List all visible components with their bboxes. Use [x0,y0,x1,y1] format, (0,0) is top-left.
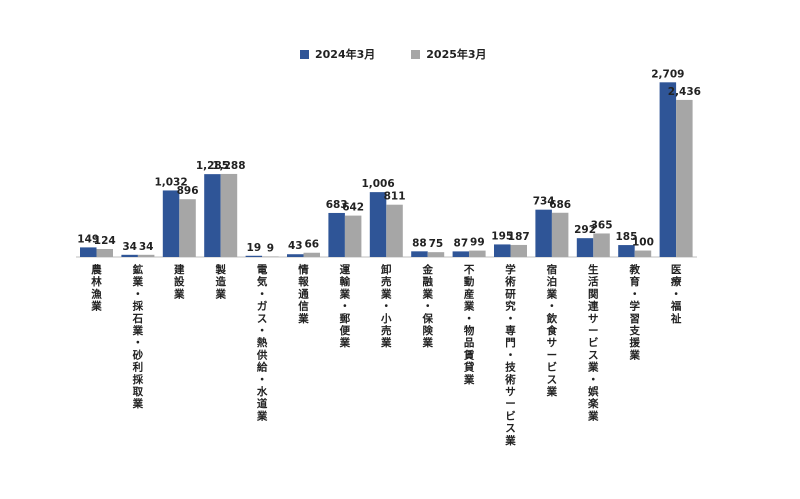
category-label-1: 鉱業・採石業・砂利採取業 [132,263,144,410]
chart-legend: 2024年3月 2025年3月 [300,46,487,62]
data-label-2025-4: 9 [267,242,274,254]
data-label-2025-13: 100 [632,237,654,249]
bar-2024-11 [535,209,552,257]
bar-2025-7 [386,204,403,257]
data-label-2025-3: 1,288 [212,160,245,172]
data-label-2024-10: 195 [491,230,513,242]
bar-2025-3 [220,173,238,257]
category-label-9: 不動産業・物品賃貸業 [463,264,475,386]
data-label-2025-10: 187 [508,231,530,243]
bar-2024-3 [204,174,221,257]
category-label-11: 宿泊業・飲食サービス業 [546,263,558,398]
data-label-2025-14: 2,436 [668,86,701,98]
bar-2024-12 [576,238,594,257]
data-label-2024-14: 2,709 [651,68,684,80]
bar-2025-0 [96,249,113,257]
category-label-3: 製造業 [214,263,226,300]
bar-2025-5 [303,252,320,257]
data-label-2024-4: 19 [247,242,262,254]
data-label-2024-11: 734 [533,196,555,208]
bar-2025-12 [593,233,610,257]
legend-item-2024: 2024年3月 [300,46,375,62]
legend-label-2024: 2024年3月 [315,48,376,61]
data-label-2024-12: 292 [574,224,596,236]
bar-2025-6 [344,215,362,257]
data-label-2024-9: 87 [454,237,469,249]
bar-2024-1 [121,254,138,257]
bar-2025-10 [510,244,527,257]
category-label-2: 建設業 [173,263,185,300]
bar-2025-1 [137,254,155,257]
legend-swatch-2025 [411,49,421,59]
category-label-10: 学術研究・専門・技術サービス業 [504,263,516,447]
data-label-2024-2: 1,032 [154,176,187,188]
category-label-4: 電気・ガス・熱供給・水道業 [256,264,268,422]
data-label-2024-5: 43 [288,240,303,252]
bar-2025-11 [551,212,569,257]
data-label-2024-8: 88 [412,237,427,249]
category-label-14: 医療・福祉 [670,264,682,325]
bar-2025-13 [634,250,652,257]
data-label-2024-1: 34 [122,241,137,253]
category-label-0: 農林漁業 [90,263,102,313]
bar-2024-4 [245,255,263,257]
data-label-2025-11: 686 [549,199,571,211]
category-label-7: 卸売業・小売業 [380,263,392,349]
bar-2025-8 [427,252,445,257]
data-label-2025-8: 75 [429,238,444,250]
category-label-8: 金融業・保険業 [421,263,433,349]
data-label-2025-6: 642 [342,202,364,214]
bar-2025-9 [469,250,486,257]
bar-2024-14 [659,82,677,257]
category-label-5: 情報通信業 [297,263,309,325]
legend-item-2025: 2025年3月 [411,46,487,62]
data-label-2024-13: 185 [615,231,637,243]
category-label-12: 生活関連サービス業・娯楽業 [587,263,599,422]
data-label-2024-7: 1,006 [361,178,394,190]
bar-2025-4 [262,256,279,257]
category-label-13: 教育・学習支援業 [628,263,640,361]
data-label-2025-1: 34 [139,241,154,253]
data-label-2025-9: 99 [470,237,485,249]
legend-swatch-2024 [300,49,309,59]
data-label-2025-2: 896 [177,185,199,197]
bar-2025-2 [179,199,196,257]
data-label-2025-7: 811 [384,191,406,203]
bar-2024-9 [452,251,470,257]
bar-2024-10 [494,244,511,257]
data-label-2025-12: 365 [591,219,613,231]
bar-2024-8 [411,251,428,257]
bar-2024-7 [369,192,387,257]
bar-2024-2 [162,190,180,257]
data-label-2024-6: 683 [326,199,348,211]
data-label-2024-3: 1,285 [196,160,229,172]
bar-2025-14 [676,99,693,257]
bar-2024-13 [618,245,635,257]
data-label-2025-0: 124 [94,235,116,247]
category-label-6: 運輸業・郵便業 [339,264,351,349]
bar-2024-5 [287,254,304,257]
data-label-2024-0: 149 [77,233,99,245]
data-label-2025-5: 66 [304,239,319,251]
bar-2024-0 [80,247,97,257]
legend-label-2025: 2025年3月 [426,48,487,61]
bar-2024-6 [328,212,345,257]
